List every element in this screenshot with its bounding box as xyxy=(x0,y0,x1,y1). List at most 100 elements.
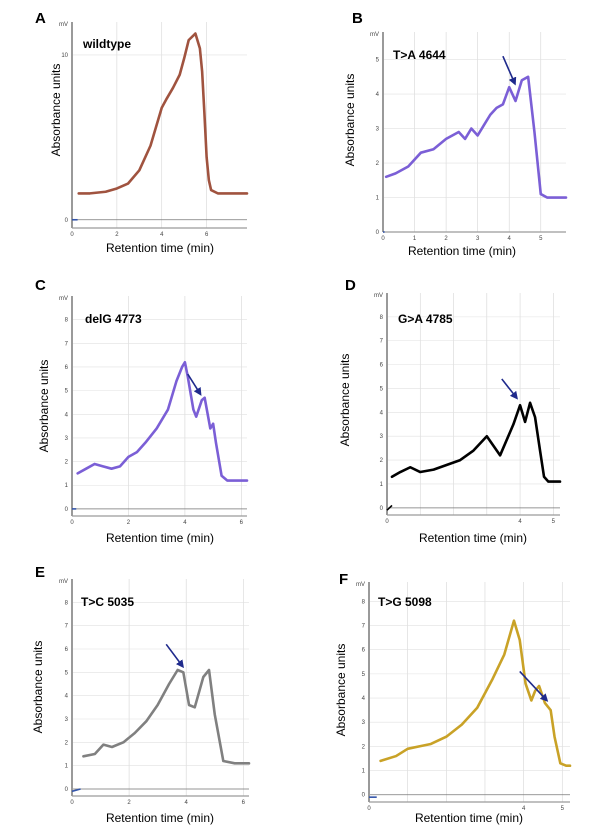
y-tick-label: 1 xyxy=(362,769,366,775)
panel-b: 0 1 2 3 4 5 0 1 2 3 4 5 mV B T>A 4644 Absorbance units R… xyxy=(343,10,568,258)
sample-label: T>C 5035 xyxy=(81,595,134,609)
x-tick-label: 3 xyxy=(476,236,480,242)
panel-letter: B xyxy=(352,10,363,27)
panel-letter: D xyxy=(345,277,356,294)
y-tick-label: 3 xyxy=(376,127,380,133)
y-tick-label: 8 xyxy=(380,315,384,321)
x-axis-title: Retention time (min) xyxy=(106,241,214,255)
y-tick-label: 5 xyxy=(362,672,366,678)
x-tick-label: 0 xyxy=(385,519,389,525)
y-tick-label: 3 xyxy=(65,436,69,442)
y-unit-label: mV xyxy=(356,582,365,588)
x-tick-label: 0 xyxy=(381,236,385,242)
y-tick-label: 8 xyxy=(362,599,366,605)
x-axis-title: Retention time (min) xyxy=(106,531,214,545)
x-tick-label: 2 xyxy=(115,232,119,238)
panel-e: 0 2 4 6 0 1 2 3 4 5 6 7 8 mV E T>C 5035 Absorbance units… xyxy=(31,564,251,825)
y-tick-label: 10 xyxy=(61,53,68,59)
y-tick-label: 5 xyxy=(376,58,380,64)
y-tick-label: 3 xyxy=(380,434,384,440)
x-axis-title: Retention time (min) xyxy=(106,811,214,825)
panel-letter: E xyxy=(35,564,45,581)
x-tick-label: 5 xyxy=(552,519,556,525)
y-tick-label: 1 xyxy=(65,483,69,489)
y-axis-title: Absorbance units xyxy=(49,64,63,157)
peak-arrow xyxy=(519,670,549,702)
x-tick-label: 4 xyxy=(522,806,526,812)
x-tick-label: 4 xyxy=(185,800,189,806)
x-tick-label: 4 xyxy=(183,520,187,526)
x-tick-label: 0 xyxy=(70,800,74,806)
panel-letter: F xyxy=(339,571,348,588)
y-tick-label: 8 xyxy=(65,600,69,606)
y-tick-label: 3 xyxy=(65,717,69,723)
peak-arrow xyxy=(165,643,184,669)
y-tick-label: 2 xyxy=(362,744,366,750)
y-axis-title: Absorbance units xyxy=(37,360,51,453)
sample-label: T>G 5098 xyxy=(378,595,432,609)
x-axis-title: Retention time (min) xyxy=(419,531,527,545)
y-tick-label: 1 xyxy=(380,482,384,488)
x-tick-label: 4 xyxy=(508,236,512,242)
y-tick-label: 1 xyxy=(65,764,69,770)
x-tick-label: 6 xyxy=(205,232,209,238)
x-tick-label: 0 xyxy=(367,806,371,812)
y-unit-label: mV xyxy=(374,293,383,299)
y-tick-label: 4 xyxy=(362,696,366,702)
y-tick-label: 0 xyxy=(65,787,69,793)
panel-letter: A xyxy=(35,10,46,27)
y-tick-label: 7 xyxy=(362,624,366,630)
panel-f: 0 4 5 0 1 2 3 4 5 6 7 8 mV F T>G 5098 Absorbance units R… xyxy=(334,571,572,825)
y-tick-label: 2 xyxy=(376,161,380,167)
y-tick-label: 0 xyxy=(380,506,384,512)
sample-label: T>A 4644 xyxy=(393,48,446,62)
y-tick-label: 2 xyxy=(65,740,69,746)
chromatogram-trace xyxy=(77,32,249,195)
y-tick-label: 6 xyxy=(65,647,69,653)
x-tick-label: 0 xyxy=(70,232,74,238)
baseline-segment xyxy=(71,788,81,793)
y-tick-label: 0 xyxy=(362,793,366,799)
y-tick-label: 4 xyxy=(376,92,380,98)
panel-d: 0 4 5 0 1 2 3 4 5 6 7 8 mV D G>A 4785 Absorbance units R… xyxy=(338,277,562,545)
y-axis-title: Absorbance units xyxy=(31,641,45,734)
x-tick-label: 4 xyxy=(518,519,522,525)
x-tick-label: 0 xyxy=(70,520,74,526)
x-axis-title: Retention time (min) xyxy=(415,811,523,825)
x-tick-label: 5 xyxy=(561,806,565,812)
y-tick-label: 4 xyxy=(65,694,69,700)
y-tick-label: 5 xyxy=(65,670,69,676)
chromatogram-trace xyxy=(76,360,249,482)
x-tick-label: 2 xyxy=(127,520,131,526)
chromatogram-trace xyxy=(384,75,568,199)
y-tick-label: 2 xyxy=(65,460,69,466)
x-tick-label: 1 xyxy=(413,236,417,242)
y-tick-label: 4 xyxy=(380,410,384,416)
baseline-segment xyxy=(386,504,393,511)
y-unit-label: mV xyxy=(59,296,68,302)
y-tick-label: 8 xyxy=(65,318,69,324)
sample-label: wildtype xyxy=(82,37,131,51)
y-unit-label: mV xyxy=(59,22,68,28)
y-tick-label: 7 xyxy=(65,341,69,347)
x-tick-label: 2 xyxy=(127,800,131,806)
x-axis-title: Retention time (min) xyxy=(408,244,516,258)
y-tick-label: 6 xyxy=(380,363,384,369)
x-tick-label: 6 xyxy=(240,520,244,526)
sample-label: delG 4773 xyxy=(85,312,142,326)
y-tick-label: 5 xyxy=(65,389,69,395)
sample-label: G>A 4785 xyxy=(398,312,453,326)
y-axis-title: Absorbance units xyxy=(334,644,348,737)
x-tick-label: 6 xyxy=(242,800,246,806)
y-tick-label: 5 xyxy=(380,386,384,392)
y-tick-label: 6 xyxy=(362,648,366,654)
y-unit-label: mV xyxy=(370,32,379,38)
y-tick-label: 2 xyxy=(380,458,384,464)
y-tick-label: 0 xyxy=(376,230,380,236)
y-tick-label: 3 xyxy=(362,720,366,726)
y-axis-title: Absorbance units xyxy=(343,74,357,167)
y-axis-title: Absorbance units xyxy=(338,354,352,447)
